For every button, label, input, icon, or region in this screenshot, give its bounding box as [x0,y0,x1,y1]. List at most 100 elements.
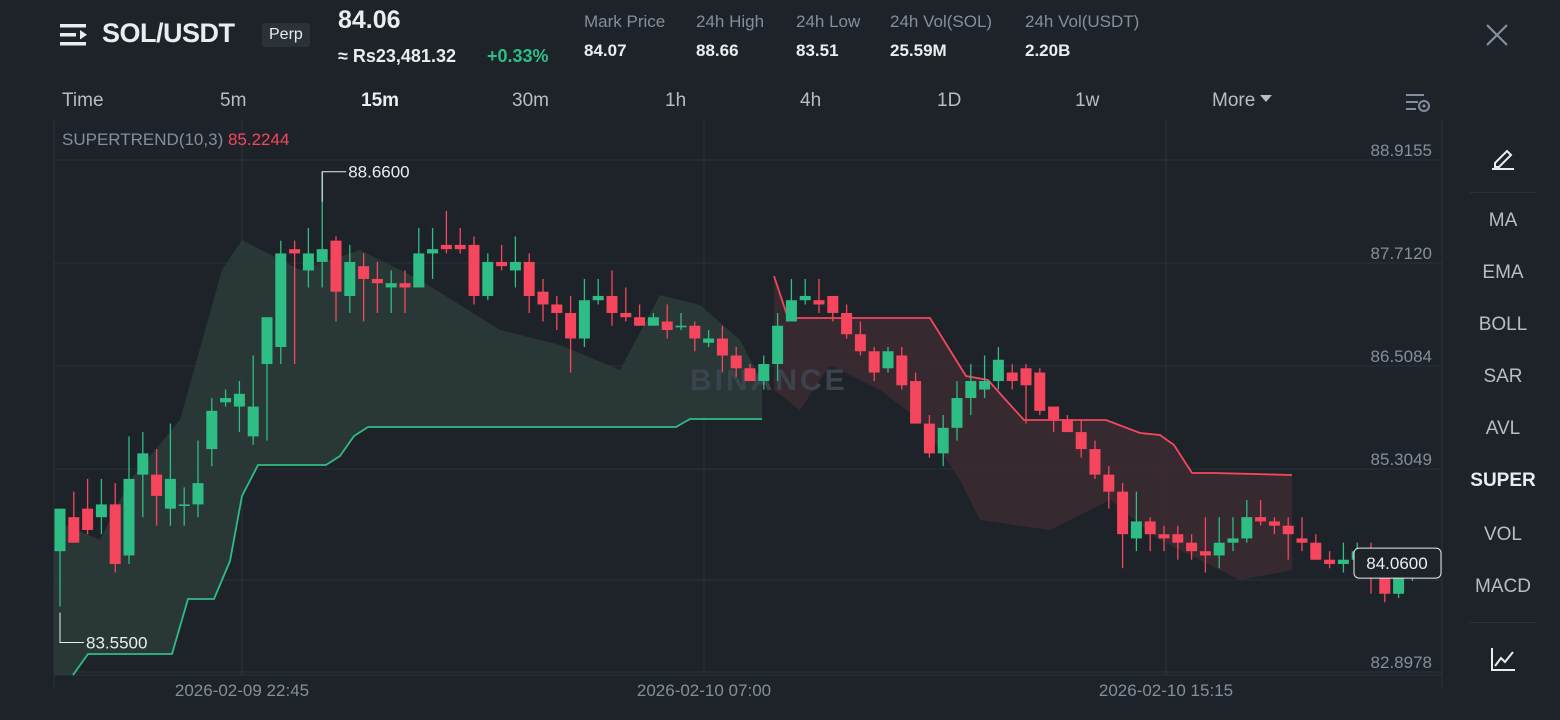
interval-1h[interactable]: 1h [665,90,687,111]
supertrend-bands [54,240,1293,676]
candle-body [606,295,618,313]
candlestick-chart[interactable]: BINANCE 88.915587.712086.508485.304982.8… [0,120,1450,710]
candle-body [192,483,204,505]
supertrend-up-line [72,418,762,676]
candle-body [799,295,811,301]
low-label: 83.5500 [86,634,147,653]
candle-body [634,317,646,326]
candle-body [896,355,908,386]
candle-body [1393,576,1405,594]
candle-body [951,398,963,428]
candle-body [220,398,232,403]
candle-body [716,338,728,356]
candle-body [440,244,452,250]
candle-body [1255,517,1267,522]
candle-body [302,253,314,271]
candle-body [882,351,894,369]
candle-body [68,517,80,543]
perp-badge: Perp [262,23,310,47]
stat-24h-high: 24h High 88.66 [696,12,764,61]
candle-body [1130,521,1142,539]
x-tick-label: 2026-02-10 15:15 [1099,681,1233,700]
interval-more[interactable]: More [1212,90,1273,112]
candle-body [427,249,439,254]
interval-time[interactable]: Time [62,90,104,111]
candle-body [868,351,880,373]
candle-body [937,427,949,454]
candle-body [151,474,163,496]
interval-30m[interactable]: 30m [512,90,549,111]
candle-body [1268,521,1280,526]
tool-vol[interactable]: VOL [1483,524,1523,545]
interval-more-label: More [1212,90,1256,111]
candle-body [358,266,370,279]
tool-ma[interactable]: MA [1488,210,1518,231]
candle-body [813,300,825,305]
candle-body [482,261,494,296]
candle-body [592,295,604,301]
stat-value: 84.07 [584,41,627,60]
candle-body [1034,372,1046,411]
tool-sar[interactable]: SAR [1483,366,1523,387]
indicator-toolbar: MA EMA BOLL SAR AVL SUPER VOL MACD [1470,130,1536,690]
interval-5m[interactable]: 5m [220,90,247,111]
candle-body [1324,559,1336,564]
candle-body [289,249,301,254]
candle-body [95,504,107,518]
stat-24h-low: 24h Low 83.51 [796,12,860,61]
stat-value: 83.51 [796,41,839,60]
tool-ema[interactable]: EMA [1482,262,1524,283]
candle-body [137,453,149,475]
candle-body [1172,534,1184,543]
tool-super[interactable]: SUPER [1470,470,1536,491]
trading-pair[interactable]: SOL/USDT [102,18,235,48]
indicator-name: SUPERTREND(10,3) [62,130,224,149]
current-price-tag [1353,547,1442,579]
candle-body [785,300,797,322]
candle-body [468,244,480,296]
candle-body [979,381,991,390]
candle-body [371,278,383,284]
candle-body [496,261,508,267]
high-label: 88.6600 [348,163,409,182]
candle-body [689,325,701,339]
candle-body [1117,491,1129,535]
candle-body [344,261,356,296]
interval-1w[interactable]: 1w [1075,90,1100,111]
candle-body [164,478,176,509]
candle-body [854,334,866,352]
tool-boll[interactable]: BOLL [1478,314,1528,335]
candles [54,171,1432,607]
candle-body [703,338,715,343]
interval-bar: Time 5m 15m 30m 1h 4h 1D 1w More [0,86,1460,118]
candle-body [992,359,1004,382]
interval-4h[interactable]: 4h [800,90,822,111]
stat-label: 24h High [696,12,765,31]
line-chart-icon[interactable] [1490,646,1516,672]
interval-1d[interactable]: 1D [937,90,962,111]
candle-body [1144,521,1156,535]
candle-body [1337,559,1349,564]
candle-body [647,317,659,326]
candle-body [82,508,94,530]
y-tick-label: 86.5084 [1371,347,1432,366]
candle-body [54,508,66,552]
supertrend-down-fill [774,276,1292,580]
current-price-label: 84.0600 [1366,554,1427,573]
candle-body [1089,449,1101,475]
chart-labels: 88.915587.712086.508485.304982.897884.10… [59,141,1442,700]
candle-body [1199,551,1211,556]
tool-macd[interactable]: MACD [1475,576,1531,597]
chart-settings-icon[interactable] [1404,90,1432,116]
candle-body [109,504,121,564]
candle-body [206,410,218,450]
tool-avl[interactable]: AVL [1485,418,1521,439]
candle-body [551,304,563,313]
candle-body [1282,525,1294,535]
pencil-icon[interactable] [1490,144,1516,170]
candle-body [1310,542,1322,560]
interval-15m[interactable]: 15m [361,90,400,111]
close-icon[interactable] [1484,22,1510,48]
chart-grid [53,120,1443,687]
menu-icon[interactable] [60,22,90,48]
